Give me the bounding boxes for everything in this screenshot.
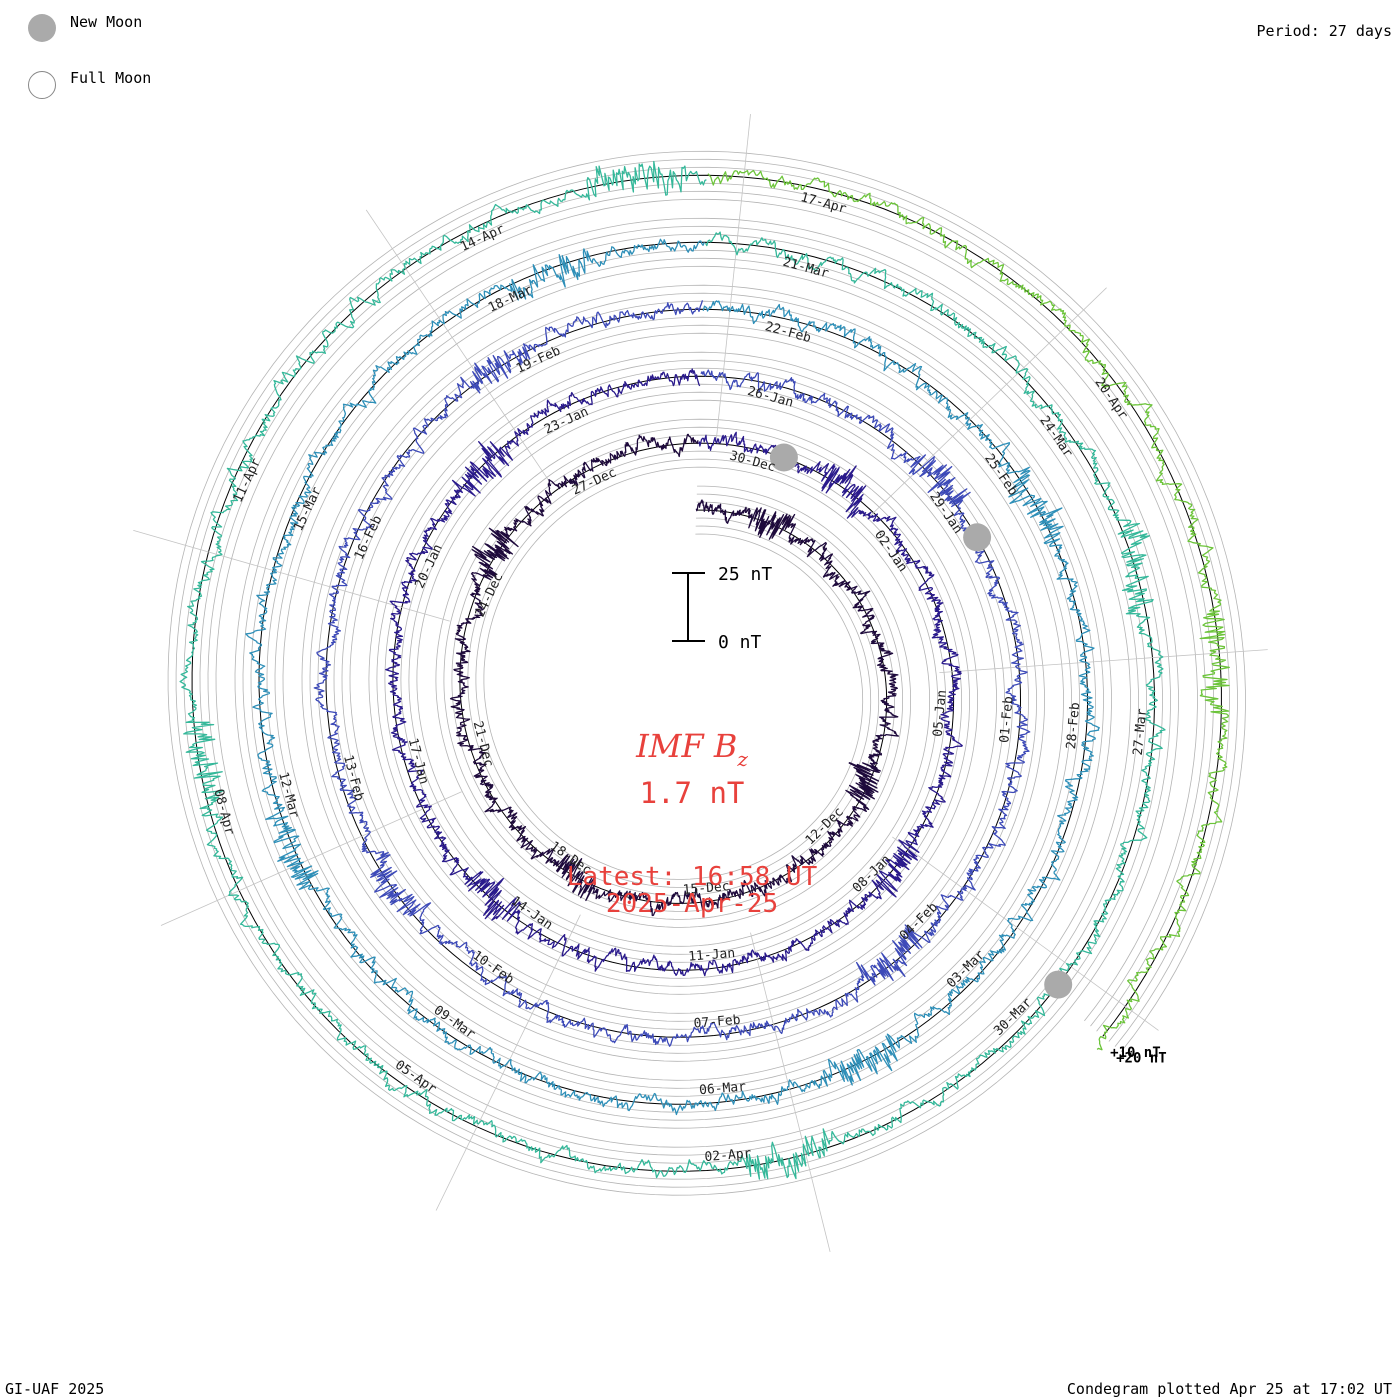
day-label: 19-Feb	[514, 343, 563, 376]
credit-label: GI-UAF 2025	[5, 1380, 105, 1398]
day-label: 15-Dec	[682, 879, 730, 898]
day-label: 28-Feb	[1064, 702, 1083, 750]
grid-level-label: +10 nT	[1110, 1045, 1161, 1061]
day-label: 30-Dec	[728, 448, 777, 475]
grid-level-labels: +20 nT+10 nT	[1110, 1045, 1167, 1066]
day-label: 23-Jan	[542, 404, 591, 437]
day-label: 11-Jan	[688, 946, 736, 965]
bz-trace-rotation	[707, 169, 1230, 1051]
day-label: 08-Apr	[210, 787, 236, 836]
radial-spoke	[160, 791, 462, 926]
day-label: 14-Apr	[458, 222, 507, 255]
center-latest-time: Latest: 16:58 UT	[567, 862, 818, 892]
day-label: 27-Mar	[1131, 708, 1150, 756]
center-title: IMF Bz	[635, 727, 748, 771]
grid-spiral	[207, 190, 1206, 1156]
center-latest-date: 2025-Apr-25	[606, 889, 778, 919]
day-label: 22-Feb	[763, 319, 812, 346]
new-moon-marker	[769, 443, 798, 472]
bz-trace-rotation	[245, 238, 1100, 1116]
scale-bar-bottom-label: 0 nT	[718, 632, 762, 653]
radial-spoke	[869, 287, 1107, 517]
new-moon-marker	[963, 523, 992, 552]
plotted-timestamp: Condegram plotted Apr 25 at 17:02 UT	[1066, 1380, 1392, 1398]
day-label: 27-Dec	[570, 465, 619, 498]
new-moon-label: New Moon	[70, 13, 143, 31]
day-label: 17-Jan	[405, 737, 431, 786]
scale-bar: 25 nT 0 nT	[672, 564, 772, 653]
day-label: 05-Jan	[931, 689, 950, 737]
grid-level-label: +20 nT	[1116, 1050, 1167, 1066]
day-label: 13-Feb	[340, 753, 366, 802]
full-moon-label: Full Moon	[70, 69, 152, 87]
radial-spoke	[133, 530, 450, 622]
radial-spoke	[892, 836, 1159, 1031]
day-label: 02-Apr	[704, 1146, 752, 1165]
bz-trace-rotation	[385, 368, 963, 977]
moon-markers-layer	[769, 443, 1073, 999]
day-label: 21-Mar	[781, 255, 830, 282]
grid-spiral	[215, 198, 1198, 1148]
day-label: 07-Feb	[693, 1013, 741, 1032]
bz-trace-rotation	[449, 433, 900, 917]
grid-layer	[133, 114, 1268, 1252]
period-label: Period: 27 days	[1256, 22, 1392, 40]
radial-spoke	[365, 209, 551, 483]
radial-spoke	[715, 114, 751, 442]
radial-spoke	[750, 932, 831, 1252]
new-moon-icon	[28, 14, 56, 42]
center-current-value: 1.7 nT	[640, 776, 745, 810]
day-labels-layer: 12-Dec15-Dec18-Dec21-Dec24-Dec27-Dec30-D…	[210, 190, 1150, 1165]
bz-trace-rotation	[179, 160, 1166, 1180]
scale-bar-top-label: 25 nT	[718, 564, 772, 585]
new-moon-marker	[1044, 970, 1073, 999]
day-label: 06-Mar	[699, 1079, 747, 1098]
day-label: 01-Feb	[997, 695, 1016, 743]
bz-trace-rotation	[313, 300, 1031, 1047]
full-moon-icon	[28, 71, 56, 99]
